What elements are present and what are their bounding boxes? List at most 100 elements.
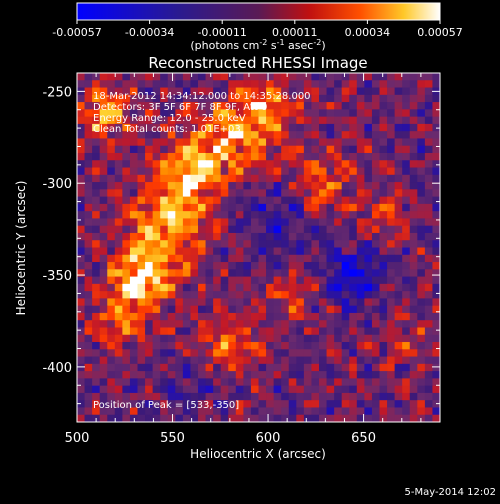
heatmap-cell [167,232,176,241]
heatmap-cell [334,254,343,263]
heatmap-cell [356,240,365,248]
heatmap-cell [145,203,154,212]
heatmap-cell [258,138,267,147]
heatmap-cell [387,276,396,285]
heatmap-cell [243,225,252,234]
heatmap-cell [303,392,312,401]
heatmap-cell [364,203,373,212]
heatmap-cell [432,356,441,365]
heatmap-cell [311,131,320,139]
heatmap-cell [205,80,214,88]
heatmap-cell [213,203,222,212]
colorbar: -0.00057 -0.00034 -0.00011 0.00011 0.00034 0.… [52,2,463,52]
heatmap-cell [319,145,327,154]
heatmap-cell [235,203,244,212]
heatmap-cell [152,276,161,285]
heatmap-cell [122,189,131,197]
heatmap-cell [432,254,441,263]
heatmap-cell [220,240,229,248]
heatmap-cell [379,167,388,176]
heatmap-cell [152,182,161,190]
heatmap-cell [250,349,259,357]
heatmap-cell [92,218,101,227]
heatmap-cell [129,363,138,372]
heatmap-cell [190,232,199,241]
heatmap-cell [220,291,229,299]
heatmap-cell [99,254,108,263]
heatmap-cell [364,371,373,379]
heatmap-cell [379,102,388,110]
heatmap-cell [326,356,335,365]
heatmap-cell [266,363,275,372]
heatmap-cell [356,371,365,379]
heatmap-cell [107,174,116,183]
heatmap-cell [122,371,131,379]
heatmap-cell [424,254,433,263]
heatmap-cell [99,225,108,234]
heatmap-cell [235,145,244,154]
heatmap-cell [228,138,237,147]
heatmap-cell [394,414,403,423]
heatmap-cell [326,123,335,132]
annotation-line-time: 18-Mar-2012 14:34:12.000 to 14:35:28.000 [93,91,311,102]
heatmap-cell [220,276,229,285]
heatmap-cell [235,356,244,365]
heatmap-cell [220,414,229,423]
heatmap-cell [319,123,327,132]
heatmap-cell [341,349,350,357]
heatmap-cell [394,407,403,416]
heatmap-cell [250,400,259,408]
heatmap-cell [349,283,358,292]
heatmap-cell [198,138,206,147]
heatmap-cell [402,189,411,197]
heatmap-cell [349,312,358,321]
heatmap-cell [288,342,297,350]
heatmap-cell [281,152,290,161]
heatmap-cell [213,400,222,408]
heatmap-cell [349,152,358,161]
heatmap-cell [114,298,123,307]
heatmap-cell [228,182,237,190]
heatmap-cell [402,298,411,307]
heatmap-cell [356,203,365,212]
heatmap-cell [152,152,161,161]
heatmap-cell [402,385,411,394]
heatmap-cell [334,342,343,350]
heatmap-cell [334,240,343,248]
heatmap-cell [266,247,275,256]
heatmap-cell [394,312,403,321]
heatmap-cell [99,232,108,241]
x-tick-label: 650 [351,431,376,446]
heatmap-cell [160,109,169,118]
heatmap-cell [341,254,350,263]
heatmap-cell [250,305,259,314]
heatmap-cell [182,356,191,365]
heatmap-cell [341,218,350,227]
colorbar-tick-label: -0.00057 [52,26,101,39]
heatmap-cell [92,247,101,256]
heatmap-cell [182,167,191,176]
heatmap-cell [152,102,161,110]
heatmap-cell [114,371,123,379]
heatmap-cell [394,182,403,190]
heatmap-cell [402,269,411,277]
heatmap-cell [326,131,335,139]
heatmap-cell [371,334,380,343]
heatmap-cell [167,94,176,103]
heatmap-cell [387,371,396,379]
heatmap-cell [379,225,388,234]
heatmap-cell [77,218,85,227]
heatmap-cell [235,312,244,321]
heatmap-cell [296,269,305,277]
heatmap-cell [281,160,290,168]
heatmap-cell [379,298,388,307]
y-tick-label: -350 [42,269,72,284]
heatmap-cell [107,218,116,227]
heatmap-cell [424,160,433,168]
heatmap-cell [205,196,214,205]
heatmap-cell [334,145,343,154]
heatmap-cell [273,232,282,241]
heatmap-cell [182,305,191,314]
heatmap-cell [137,102,146,110]
heatmap-cell [228,254,237,263]
